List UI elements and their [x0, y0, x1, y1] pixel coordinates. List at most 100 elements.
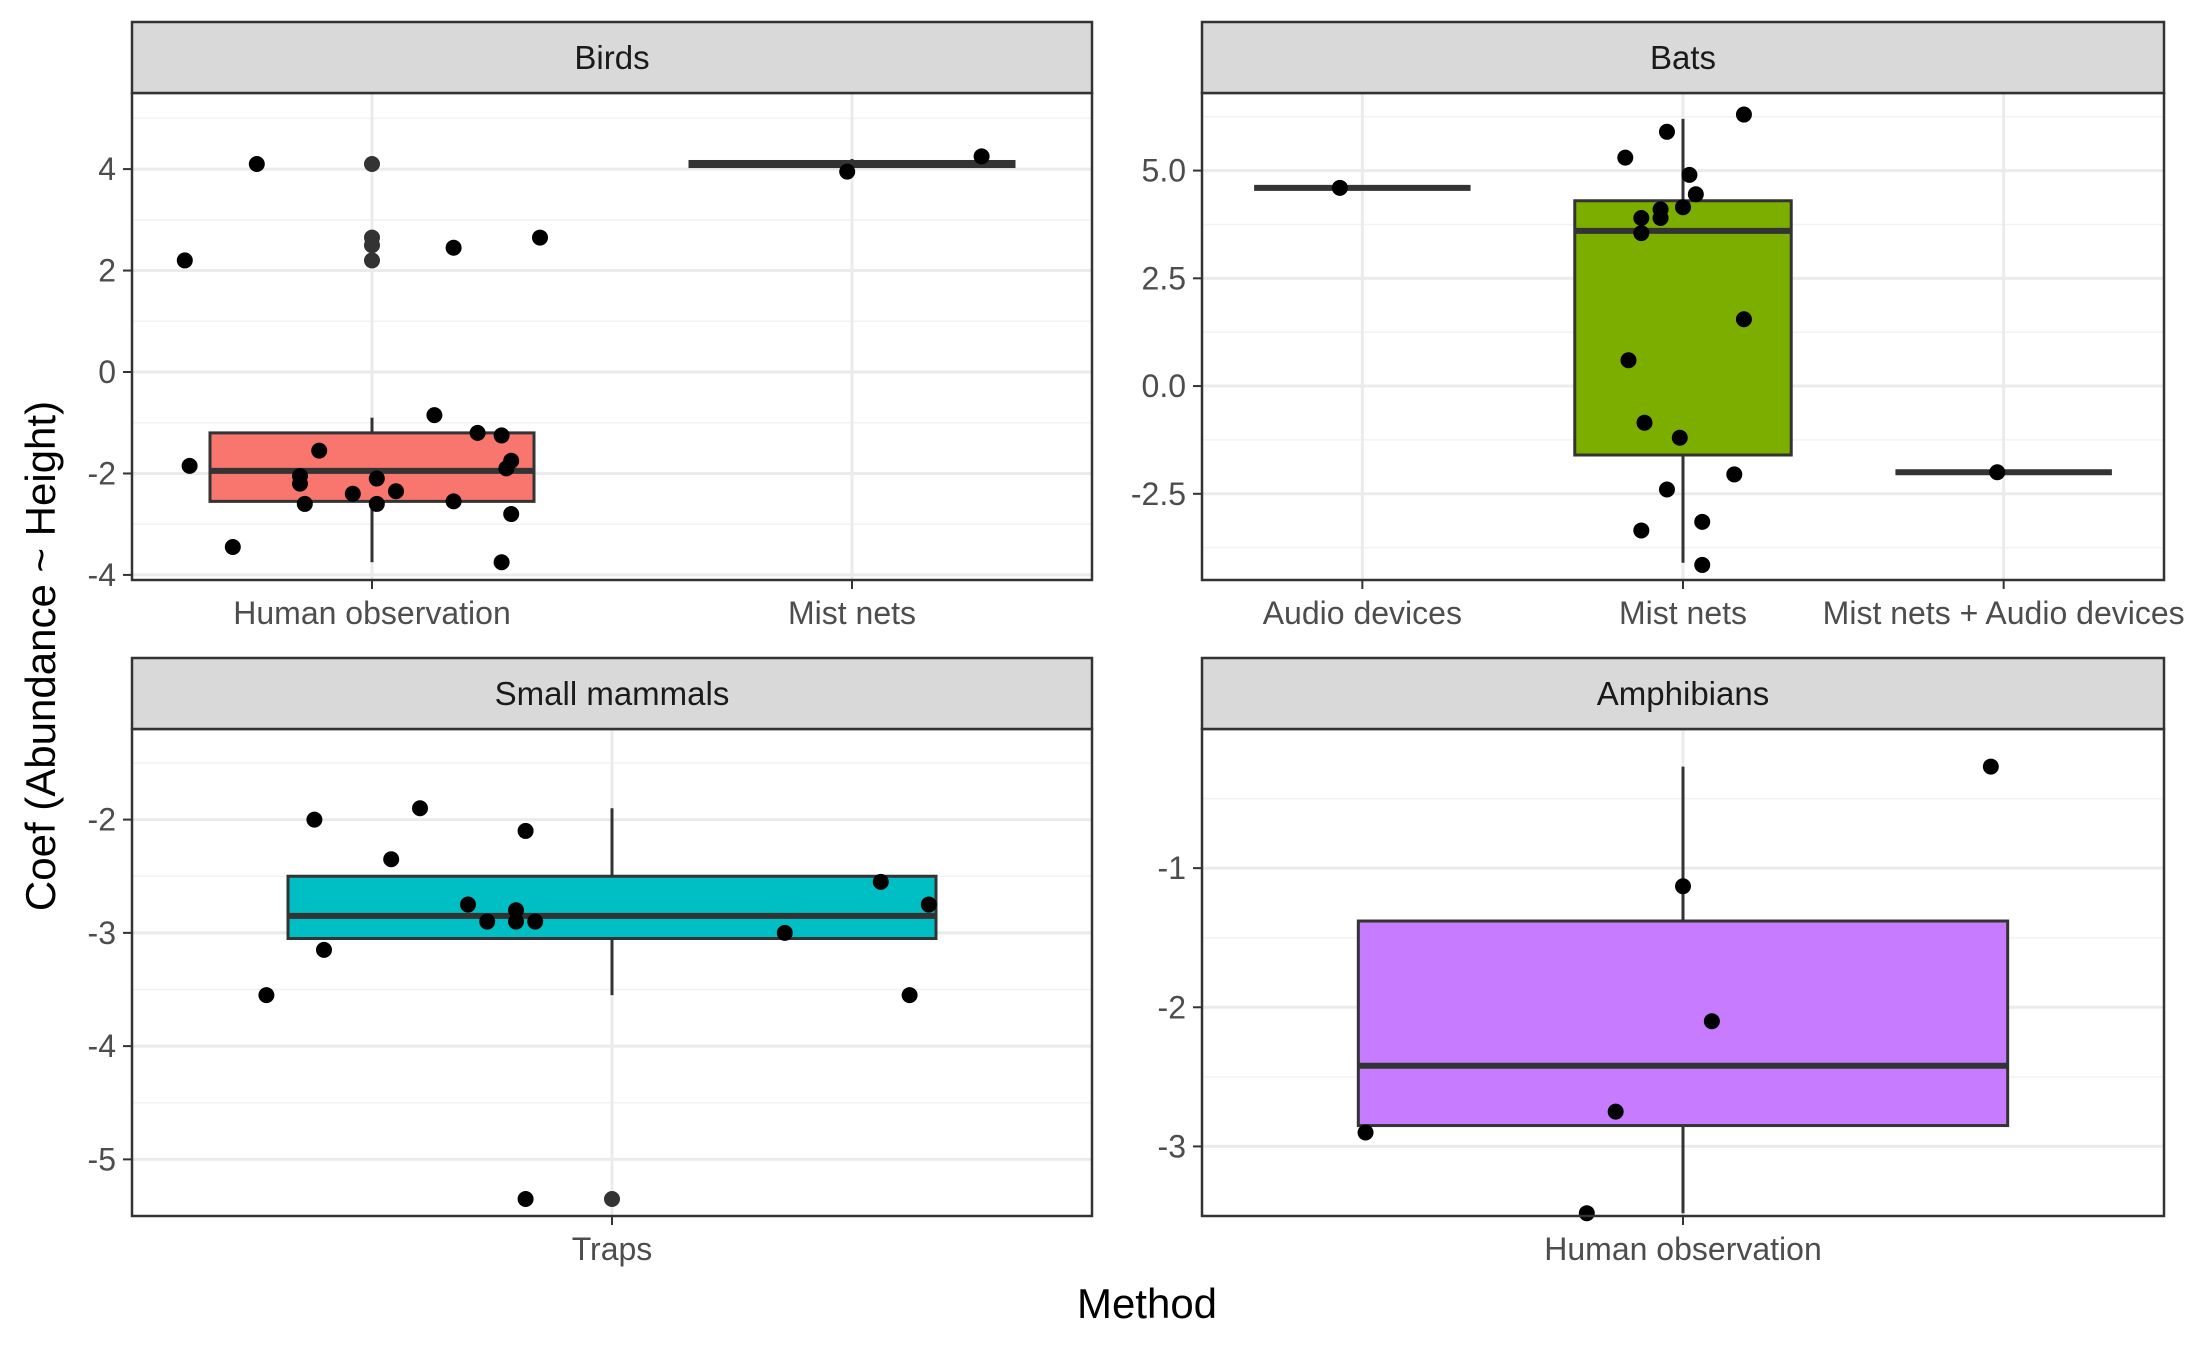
box-iqr: [208, 431, 536, 503]
data-point: [296, 495, 313, 512]
data-point: [258, 987, 275, 1004]
x-tick-label: Traps: [572, 1231, 653, 1267]
data-point: [1735, 311, 1752, 328]
data-point: [316, 941, 332, 958]
x-tick-label: Human observation: [233, 595, 510, 631]
data-point: [1694, 513, 1711, 530]
data-point: [1735, 106, 1752, 123]
data-point: [344, 485, 361, 502]
data-point: [306, 811, 323, 828]
boxplot-human-observation: [1356, 766, 2010, 1214]
data-point: [1633, 225, 1650, 242]
data-point: [901, 987, 918, 1004]
data-point: [1982, 758, 1999, 775]
x-axis-title: Method: [1077, 1280, 1217, 1327]
data-point: [872, 873, 889, 890]
data-point: [426, 407, 443, 424]
data-point: [1652, 201, 1669, 218]
data-point: [527, 913, 544, 930]
facet-strip: [130, 20, 1094, 95]
panel-amphibians: -3 -2 -1 Human observation Amphibians: [1158, 656, 2166, 1267]
outlier-point: [604, 1191, 620, 1208]
data-point: [1671, 429, 1688, 446]
data-point: [460, 896, 476, 913]
boxplot-human-observation: [208, 156, 536, 563]
data-point: [412, 800, 428, 817]
data-point: [1675, 199, 1691, 216]
data-point: [176, 252, 193, 269]
data-point: [1607, 1103, 1624, 1120]
data-point: [248, 156, 265, 173]
data-point: [388, 483, 404, 500]
y-tick-label: -2: [88, 802, 116, 838]
data-point: [1694, 556, 1711, 573]
facet-strip-label: Small mammals: [495, 675, 730, 712]
data-point: [445, 239, 462, 256]
data-point: [517, 822, 534, 839]
facet-strip: [1200, 656, 2166, 731]
data-point: [503, 506, 520, 523]
data-point: [503, 452, 520, 469]
boxplot-traps: [286, 808, 938, 1208]
y-tick-label: 0.0: [1142, 368, 1186, 404]
data-point: [1633, 209, 1650, 226]
panel-small-mammals: -5 -4 -3 -2 Traps Small mammals: [88, 656, 1094, 1267]
y-tick-label: -4: [88, 1028, 116, 1064]
data-point: [508, 913, 524, 930]
y-tick-label: 2: [98, 253, 116, 289]
data-point: [517, 1191, 534, 1208]
data-point: [1578, 1205, 1595, 1222]
data-point: [1675, 878, 1691, 895]
y-axis-title: Coef (Abundance ~ Height): [17, 401, 64, 911]
data-point: [973, 148, 990, 165]
data-point: [469, 424, 486, 441]
data-point: [508, 902, 524, 919]
data-point: [1989, 464, 2006, 481]
data-point: [383, 851, 400, 868]
data-point: [1331, 179, 1348, 196]
y-tick-label: -3: [1158, 1128, 1186, 1164]
data-point: [493, 427, 510, 444]
facet-strip-label: Amphibians: [1597, 675, 1769, 712]
data-point: [493, 554, 510, 571]
y-tick-label: -2: [88, 455, 116, 491]
x-tick-label: Mist nets: [1619, 595, 1747, 631]
outlier-point: [364, 252, 380, 269]
data-point: [181, 457, 198, 474]
facet-strip: [130, 656, 1094, 731]
data-point: [368, 495, 385, 512]
y-tick-label: -2.5: [1131, 476, 1186, 512]
data-point: [1636, 414, 1653, 431]
y-tick-label: 2.5: [1142, 260, 1186, 296]
data-point: [1681, 166, 1698, 183]
data-point: [532, 229, 548, 246]
data-point: [292, 475, 308, 492]
data-point: [311, 442, 328, 459]
y-tick-label: -3: [88, 915, 116, 951]
data-point: [1617, 149, 1634, 166]
data-point: [1658, 123, 1675, 140]
y-tick-label: 5.0: [1142, 153, 1186, 189]
outlier-point: [364, 237, 380, 254]
boxplot-mist-nets: [1573, 118, 1793, 563]
facet-strip-label: Birds: [574, 39, 649, 76]
y-tick-label: -5: [88, 1141, 116, 1177]
data-point: [1703, 1013, 1720, 1030]
box-iqr: [1356, 919, 2010, 1128]
y-tick-label: -4: [88, 557, 116, 593]
data-point: [445, 493, 462, 510]
data-point: [776, 924, 793, 941]
x-tick-label: Mist nets + Audio devices: [1823, 595, 2185, 631]
panel-bats: -2.5 0.0 2.5 5.0 Audio devices Mist nets Mist …: [1131, 20, 2185, 631]
data-point: [920, 896, 937, 913]
y-tick-label: -1: [1158, 850, 1186, 886]
x-tick-label: Audio devices: [1263, 595, 1462, 631]
data-point: [1357, 1124, 1374, 1141]
x-tick-label: Mist nets: [788, 595, 916, 631]
data-point: [224, 539, 241, 556]
data-point: [839, 163, 856, 180]
data-point: [1658, 481, 1675, 498]
box-iqr: [1573, 199, 1793, 457]
data-point: [1687, 186, 1704, 203]
